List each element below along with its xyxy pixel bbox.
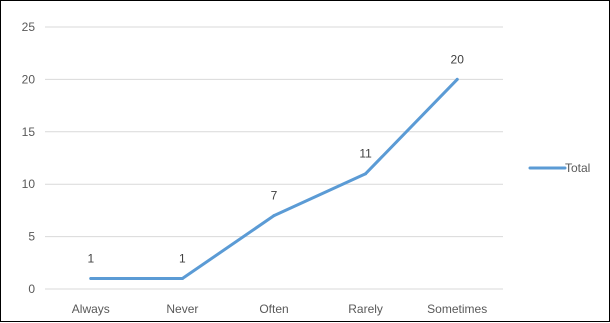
y-tick-label: 25 [22, 20, 36, 34]
x-tick-label: Always [72, 302, 110, 316]
legend: Total [528, 161, 590, 175]
x-tick-label: Rarely [348, 302, 383, 316]
legend-label: Total [565, 161, 590, 175]
x-axis-ticks: Always Never Often Rarely Sometimes [72, 302, 487, 316]
data-point [89, 277, 93, 281]
gridlines [45, 26, 503, 290]
y-tick-label: 10 [22, 177, 36, 191]
series-lines [89, 77, 459, 281]
data-label: 20 [451, 52, 465, 66]
x-tick-label: Sometimes [427, 302, 487, 316]
series-line [89, 77, 459, 281]
data-label: 11 [359, 147, 372, 161]
y-tick-label: 5 [28, 230, 35, 244]
data-label: 1 [87, 252, 94, 266]
y-tick-label: 20 [22, 72, 36, 86]
x-tick-label: Never [166, 302, 198, 316]
y-axis-ticks: 0 5 10 15 20 25 [22, 20, 36, 296]
data-point [455, 77, 459, 81]
data-label: 1 [179, 252, 186, 266]
data-point [272, 214, 276, 218]
data-point [180, 277, 184, 281]
x-tick-label: Often [259, 302, 288, 316]
data-point [364, 172, 368, 176]
data-label: 7 [271, 189, 278, 203]
y-tick-label: 15 [22, 125, 36, 139]
y-tick-label: 0 [28, 282, 35, 296]
